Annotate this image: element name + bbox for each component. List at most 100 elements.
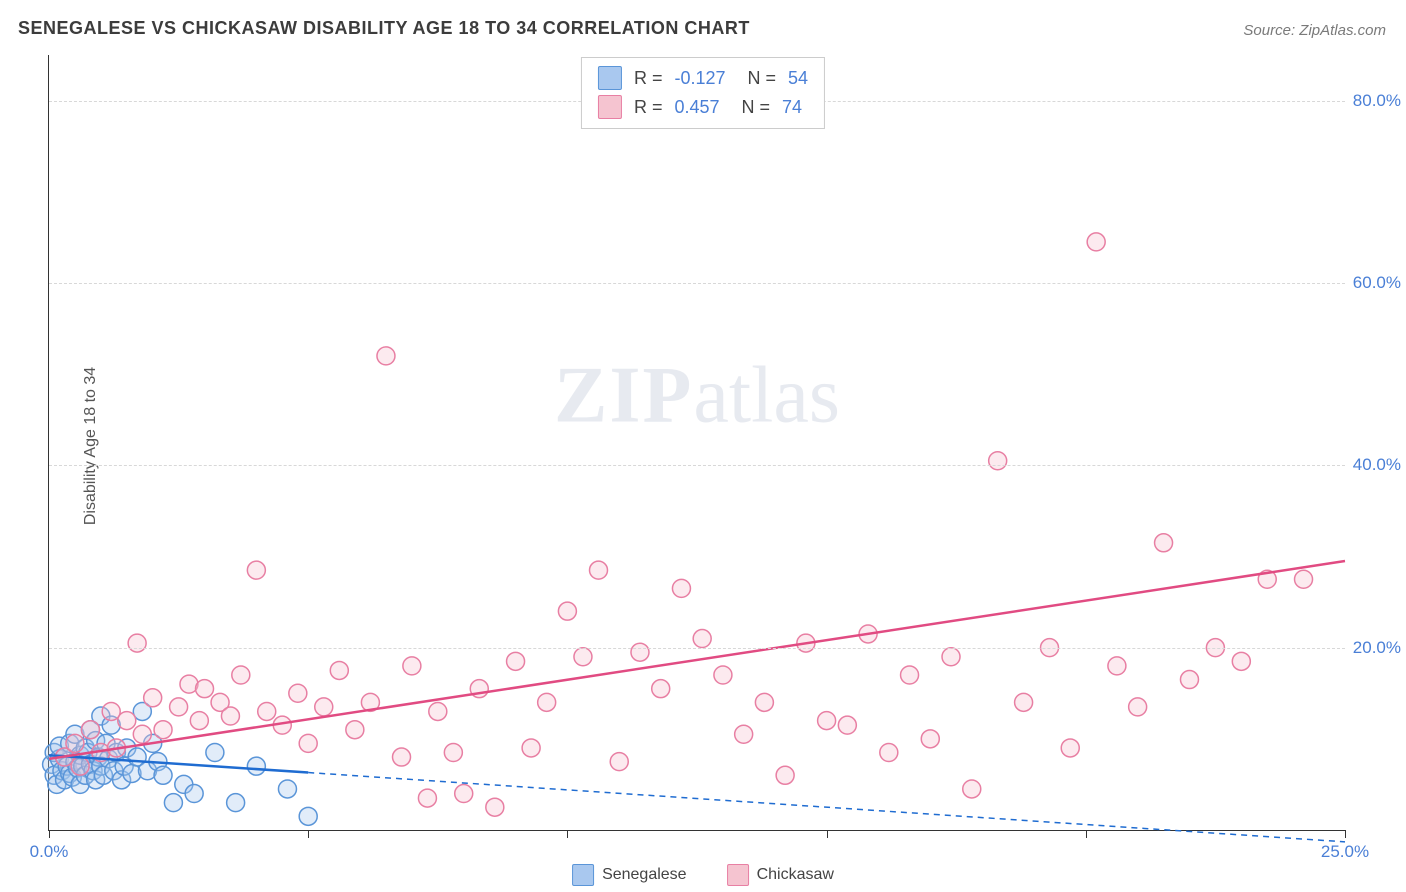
data-point	[755, 693, 773, 711]
legend-bottom: Senegalese Chickasaw	[572, 864, 834, 886]
data-point	[221, 707, 239, 725]
x-tick-label: 0.0%	[30, 842, 69, 862]
data-point	[714, 666, 732, 684]
data-point	[558, 602, 576, 620]
data-point	[444, 744, 462, 762]
data-point	[1061, 739, 1079, 757]
data-point	[278, 780, 296, 798]
r-value: 0.457	[674, 93, 719, 122]
data-point	[128, 634, 146, 652]
data-point	[118, 712, 136, 730]
data-point	[346, 721, 364, 739]
data-point	[1108, 657, 1126, 675]
regression-line	[49, 561, 1345, 759]
data-point	[232, 666, 250, 684]
data-point	[247, 561, 265, 579]
x-tick	[308, 830, 309, 838]
r-value: -0.127	[674, 64, 725, 93]
data-point	[1015, 693, 1033, 711]
data-point	[403, 657, 421, 675]
data-point	[574, 648, 592, 666]
data-point	[247, 757, 265, 775]
chart-svg	[49, 55, 1345, 830]
source-credit: Source: ZipAtlas.com	[1243, 22, 1386, 39]
data-point	[507, 652, 525, 670]
x-tick	[567, 830, 568, 838]
source-prefix: Source:	[1243, 22, 1299, 39]
x-tick	[827, 830, 828, 838]
data-point	[71, 757, 89, 775]
x-tick	[49, 830, 50, 838]
legend-item: Senegalese	[572, 864, 687, 886]
data-point	[299, 734, 317, 752]
correlation-row: R = 0.457 N = 74	[598, 93, 808, 122]
correlation-legend-box: R =-0.127N =54R =0.457N =74	[581, 57, 825, 129]
gridline	[49, 465, 1345, 466]
data-point	[1232, 652, 1250, 670]
data-point	[330, 661, 348, 679]
legend-label: Chickasaw	[757, 866, 834, 883]
n-label: N =	[742, 93, 771, 122]
data-point	[206, 744, 224, 762]
legend-label: Senegalese	[602, 866, 687, 883]
data-point	[258, 702, 276, 720]
x-tick-label: 25.0%	[1321, 842, 1369, 862]
data-point	[133, 725, 151, 743]
data-point	[81, 721, 99, 739]
data-point	[522, 739, 540, 757]
y-tick-label: 20.0%	[1353, 638, 1401, 658]
data-point	[154, 721, 172, 739]
n-label: N =	[748, 64, 777, 93]
data-point	[377, 347, 395, 365]
data-point	[652, 680, 670, 698]
data-point	[1295, 570, 1313, 588]
data-point	[144, 689, 162, 707]
correlation-row: R = -0.127 N = 54	[598, 64, 808, 93]
data-point	[66, 734, 84, 752]
data-point	[590, 561, 608, 579]
data-point	[429, 702, 447, 720]
x-tick	[1086, 830, 1087, 838]
data-point	[989, 452, 1007, 470]
data-point	[393, 748, 411, 766]
data-point	[538, 693, 556, 711]
data-point	[963, 780, 981, 798]
data-point	[672, 579, 690, 597]
data-point	[880, 744, 898, 762]
data-point	[315, 698, 333, 716]
data-point	[486, 798, 504, 816]
r-label: R =	[634, 64, 663, 93]
data-point	[185, 785, 203, 803]
data-point	[631, 643, 649, 661]
data-point	[776, 766, 794, 784]
data-point	[299, 807, 317, 825]
legend-swatch	[572, 864, 594, 886]
gridline	[49, 648, 1345, 649]
x-tick	[1345, 830, 1346, 838]
plot-area: ZIPatlas 20.0%40.0%60.0%80.0%0.0%25.0%	[48, 55, 1345, 831]
data-point	[838, 716, 856, 734]
data-point	[921, 730, 939, 748]
r-label: R =	[634, 93, 663, 122]
data-point	[289, 684, 307, 702]
data-point	[1155, 534, 1173, 552]
n-value: 54	[788, 64, 808, 93]
y-tick-label: 40.0%	[1353, 455, 1401, 475]
n-value: 74	[782, 93, 802, 122]
data-point	[196, 680, 214, 698]
data-point	[227, 794, 245, 812]
source-name: ZipAtlas.com	[1299, 22, 1386, 39]
y-tick-label: 80.0%	[1353, 91, 1401, 111]
data-point	[190, 712, 208, 730]
data-point	[1180, 671, 1198, 689]
gridline	[49, 283, 1345, 284]
legend-item: Chickasaw	[727, 864, 834, 886]
data-point	[818, 712, 836, 730]
data-point	[455, 785, 473, 803]
legend-swatch	[598, 66, 622, 90]
legend-swatch	[727, 864, 749, 886]
legend-swatch	[598, 95, 622, 119]
data-point	[164, 794, 182, 812]
data-point	[735, 725, 753, 743]
data-point	[1087, 233, 1105, 251]
